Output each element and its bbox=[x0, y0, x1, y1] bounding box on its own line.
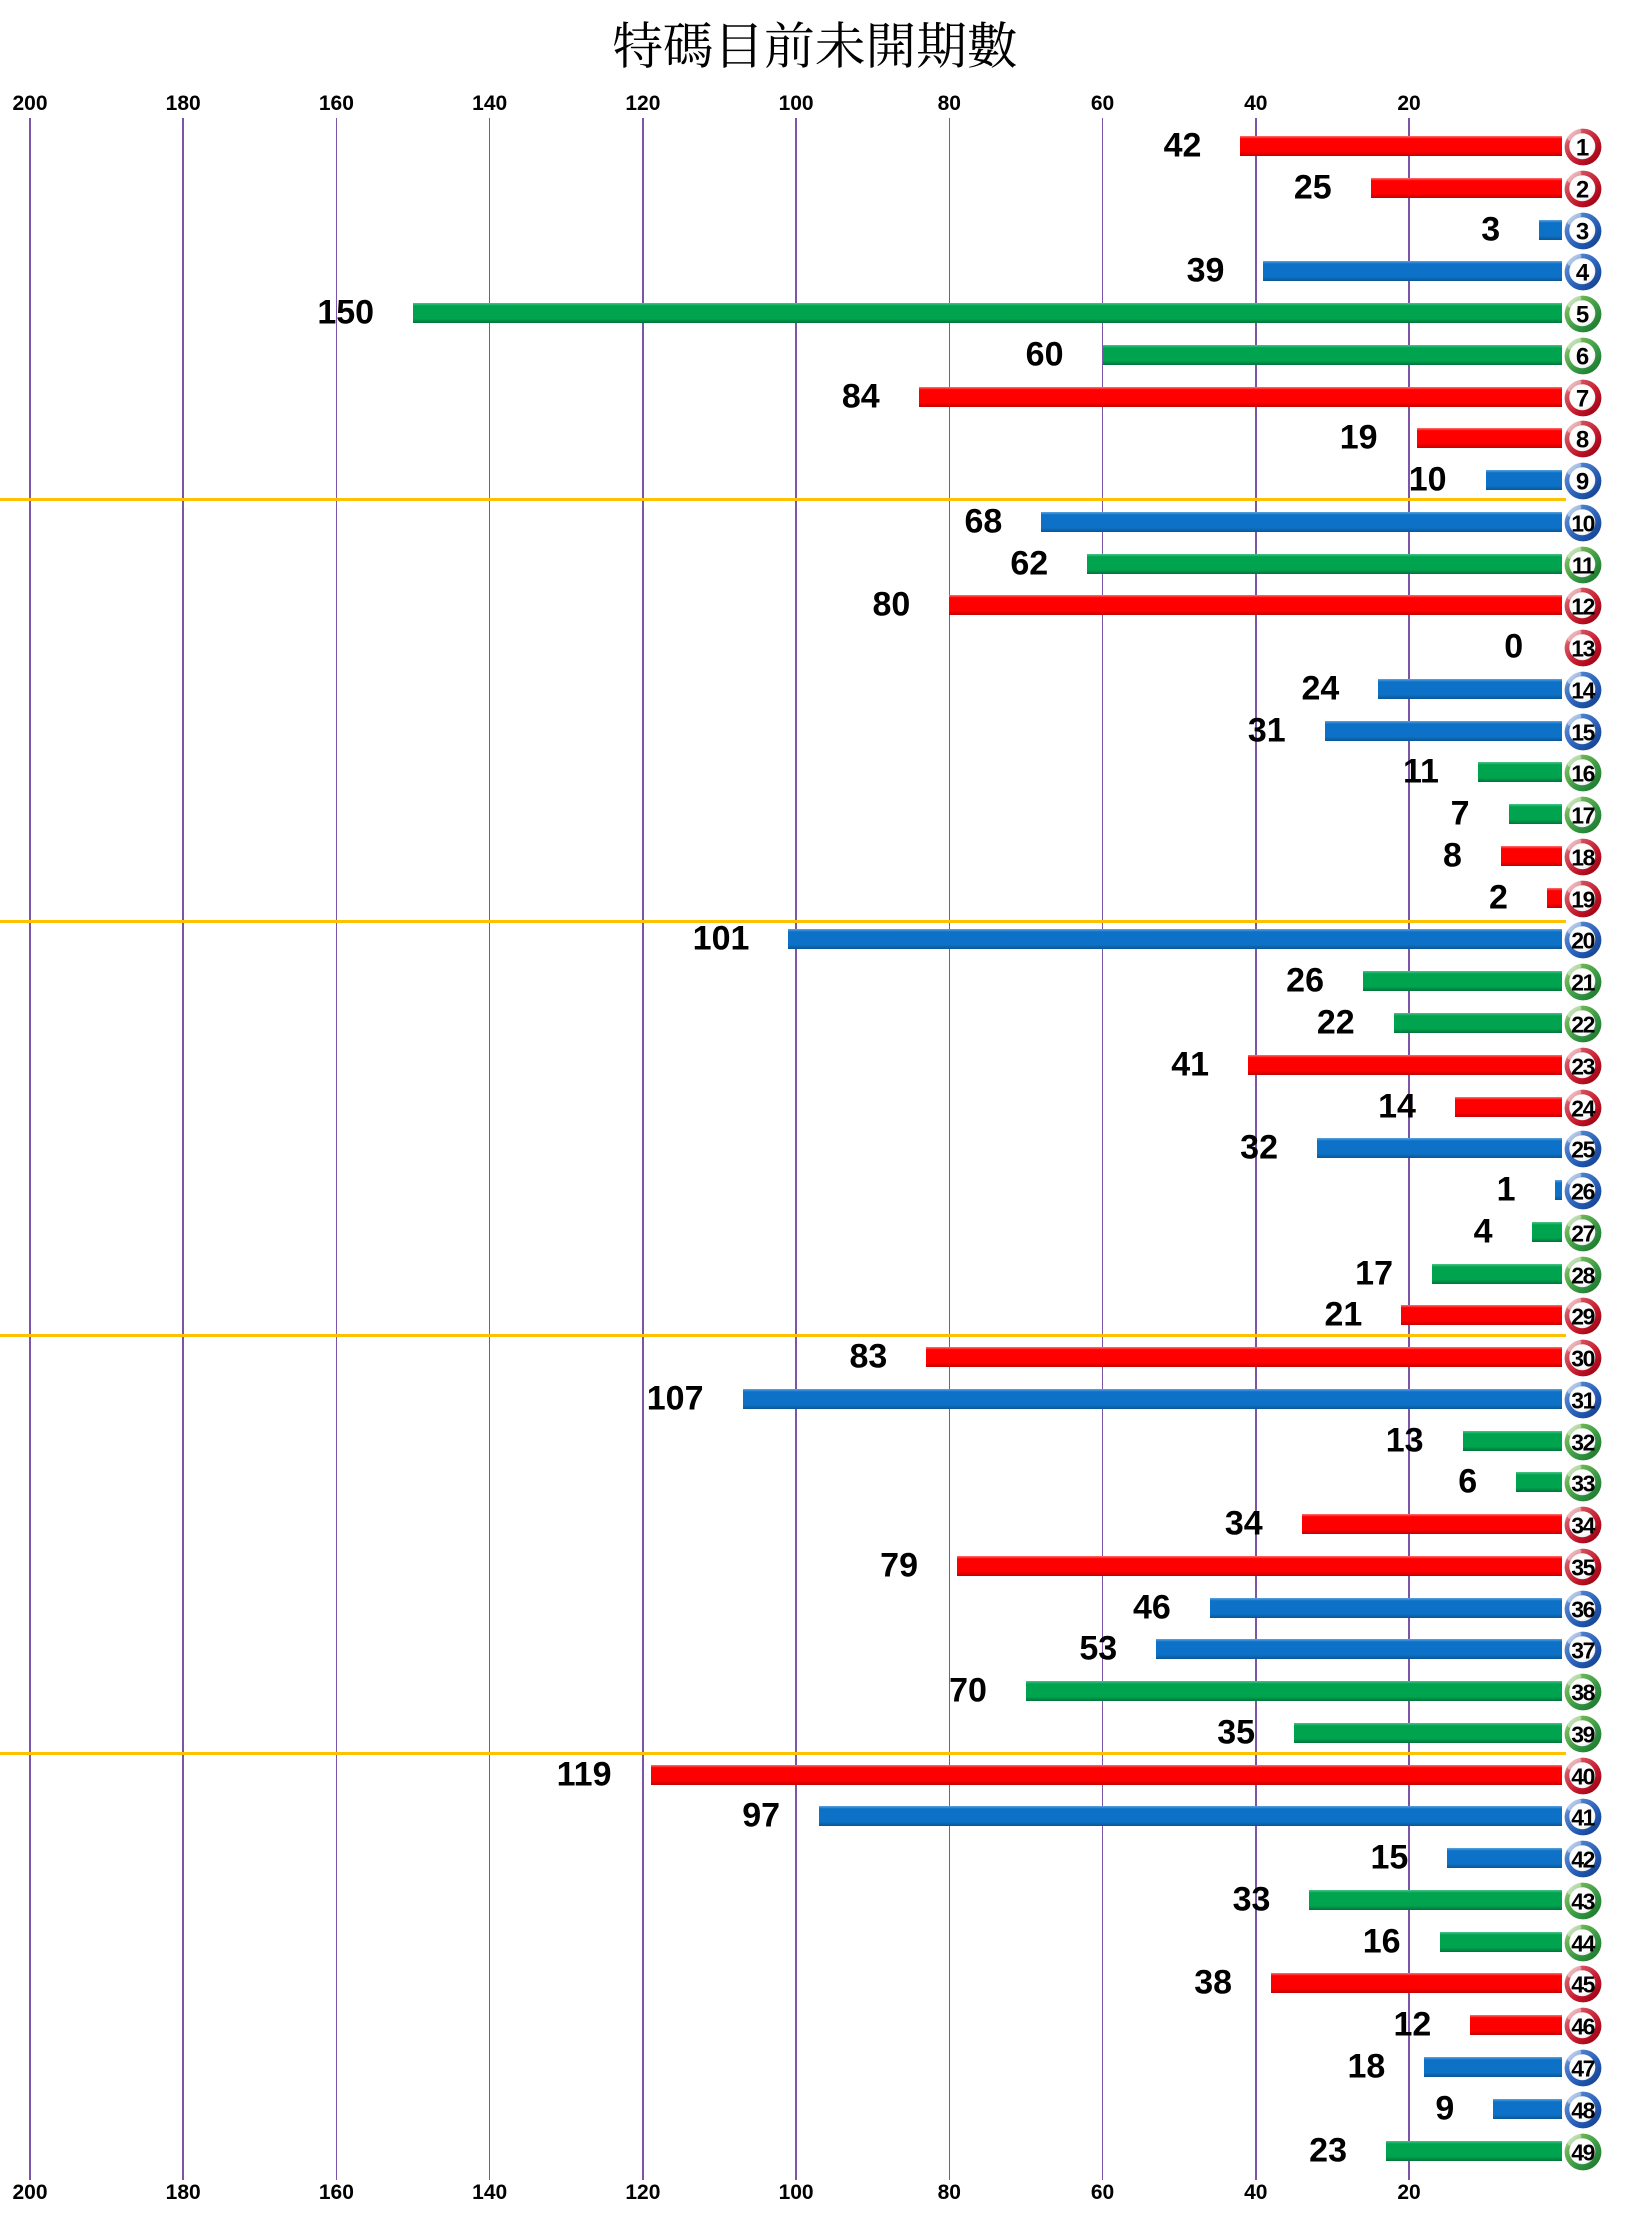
svg-text:10: 10 bbox=[1571, 510, 1594, 536]
svg-text:5: 5 bbox=[1576, 301, 1589, 328]
svg-text:41: 41 bbox=[1571, 1805, 1595, 1831]
svg-text:33: 33 bbox=[1571, 1471, 1594, 1497]
svg-text:28: 28 bbox=[1571, 1262, 1595, 1288]
svg-text:36: 36 bbox=[1571, 1596, 1594, 1622]
svg-text:45: 45 bbox=[1571, 1972, 1595, 1998]
svg-text:34: 34 bbox=[1571, 1512, 1595, 1538]
svg-text:18: 18 bbox=[1571, 844, 1595, 870]
svg-text:25: 25 bbox=[1571, 1136, 1595, 1162]
svg-text:35: 35 bbox=[1571, 1554, 1595, 1580]
svg-text:37: 37 bbox=[1571, 1638, 1594, 1664]
svg-text:8: 8 bbox=[1576, 427, 1589, 454]
svg-text:3: 3 bbox=[1576, 218, 1589, 245]
svg-text:21: 21 bbox=[1571, 969, 1595, 995]
svg-text:2: 2 bbox=[1576, 176, 1589, 203]
svg-text:1: 1 bbox=[1576, 134, 1589, 161]
svg-text:15: 15 bbox=[1571, 719, 1595, 745]
svg-text:32: 32 bbox=[1571, 1429, 1594, 1455]
svg-text:7: 7 bbox=[1576, 385, 1589, 412]
svg-text:44: 44 bbox=[1571, 1930, 1595, 1956]
svg-text:17: 17 bbox=[1571, 802, 1594, 828]
svg-text:47: 47 bbox=[1571, 2055, 1594, 2081]
svg-text:29: 29 bbox=[1571, 1304, 1594, 1330]
svg-text:22: 22 bbox=[1571, 1011, 1594, 1037]
svg-text:13: 13 bbox=[1571, 635, 1594, 661]
svg-text:39: 39 bbox=[1571, 1721, 1594, 1747]
svg-text:43: 43 bbox=[1571, 1888, 1594, 1914]
svg-text:46: 46 bbox=[1571, 2013, 1594, 2039]
svg-text:48: 48 bbox=[1571, 2097, 1595, 2123]
svg-text:30: 30 bbox=[1571, 1345, 1594, 1371]
svg-text:31: 31 bbox=[1571, 1387, 1595, 1413]
svg-text:42: 42 bbox=[1571, 1846, 1594, 1872]
svg-text:19: 19 bbox=[1571, 886, 1594, 912]
svg-text:6: 6 bbox=[1576, 343, 1589, 370]
svg-text:38: 38 bbox=[1571, 1679, 1595, 1705]
svg-text:23: 23 bbox=[1571, 1053, 1594, 1079]
svg-text:24: 24 bbox=[1571, 1095, 1595, 1121]
svg-text:49: 49 bbox=[1571, 2139, 1594, 2165]
svg-text:4: 4 bbox=[1576, 260, 1590, 287]
svg-text:11: 11 bbox=[1572, 552, 1595, 578]
svg-text:26: 26 bbox=[1571, 1178, 1594, 1204]
svg-text:14: 14 bbox=[1571, 677, 1595, 703]
svg-text:20: 20 bbox=[1571, 928, 1594, 954]
svg-text:12: 12 bbox=[1571, 594, 1594, 620]
svg-text:40: 40 bbox=[1571, 1763, 1594, 1789]
svg-text:27: 27 bbox=[1571, 1220, 1594, 1246]
svg-text:9: 9 bbox=[1576, 468, 1589, 495]
svg-text:16: 16 bbox=[1571, 761, 1594, 787]
